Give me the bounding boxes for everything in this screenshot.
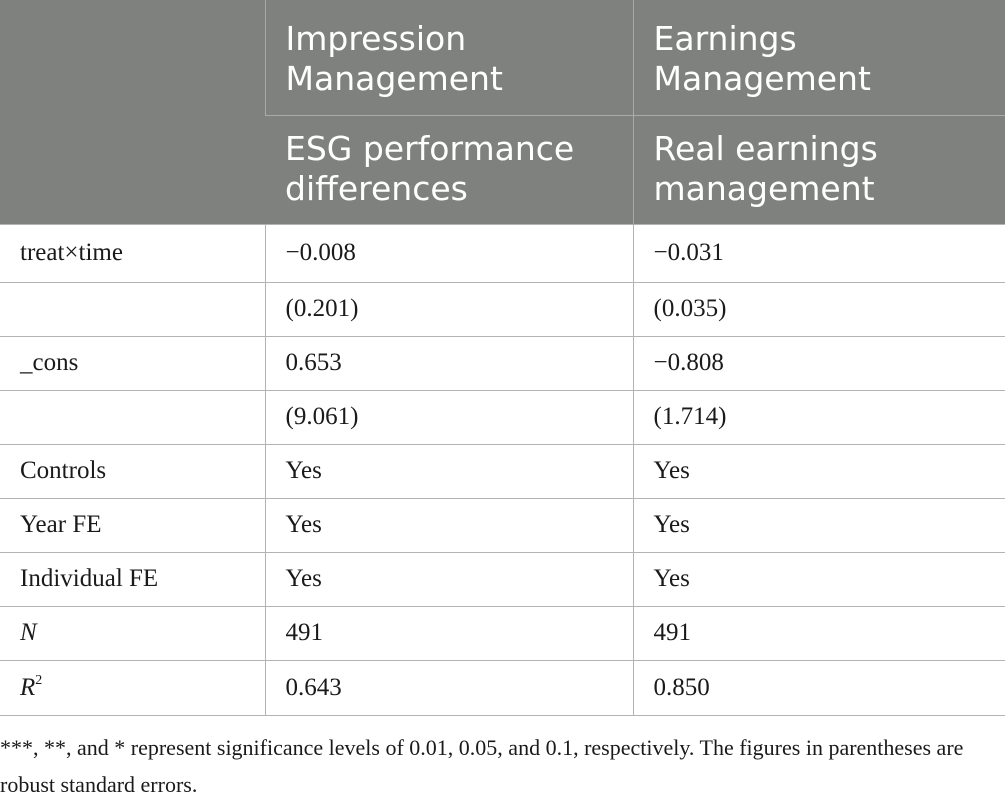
table-row: (0.201) (0.035)	[0, 281, 1005, 337]
cell-value: (0.201)	[264, 281, 634, 337]
table-footnote: ***, **, and * represent significance le…	[0, 735, 964, 797]
row-label	[0, 281, 266, 337]
header-corner-cell	[0, 0, 265, 224]
row-label: R2	[0, 659, 266, 716]
header-impression-management: Impression Management	[264, 0, 633, 115]
table-row: Controls Yes Yes	[0, 443, 1005, 499]
header-earnings-management: Earnings Management	[632, 0, 1005, 115]
table-row: R2 0.643 0.850	[0, 659, 1005, 716]
table-row: _cons 0.653 −0.808	[0, 335, 1005, 391]
table-row: N 491 491	[0, 605, 1005, 661]
table-row: treat×time −0.008 −0.031	[0, 223, 1005, 283]
cell-value: Yes	[264, 551, 634, 607]
cell-value: 0.653	[264, 335, 634, 391]
cell-value: Yes	[264, 443, 634, 499]
cell-value: 491	[264, 605, 634, 661]
row-label: treat×time	[0, 223, 266, 283]
results-table: Impression Management Earnings Managemen…	[0, 0, 1005, 716]
cell-value: 491	[632, 605, 1005, 661]
row-label: Year FE	[0, 497, 266, 553]
cell-value: −0.808	[632, 335, 1005, 391]
r-squared-exponent: 2	[35, 672, 43, 688]
cell-value: Yes	[632, 551, 1005, 607]
header-esg-performance-differences: ESG performance differences	[265, 114, 633, 224]
cell-value: (1.714)	[632, 389, 1005, 445]
cell-value: 0.850	[632, 659, 1005, 716]
row-label: N	[0, 605, 266, 661]
table-body: treat×time −0.008 −0.031 (0.201) (0.035)…	[0, 223, 1005, 716]
cell-value: (0.035)	[632, 281, 1005, 337]
table-header: Impression Management Earnings Managemen…	[0, 0, 1005, 224]
cell-value: −0.008	[264, 223, 634, 283]
row-label	[0, 389, 266, 445]
table-row: (9.061) (1.714)	[0, 389, 1005, 445]
cell-value: Yes	[264, 497, 634, 553]
table-row: Individual FE Yes Yes	[0, 551, 1005, 607]
cell-value: −0.031	[632, 223, 1005, 283]
r-squared-symbol: R	[20, 673, 36, 701]
table-row: Year FE Yes Yes	[0, 497, 1005, 553]
header-row-variables: ESG performance differences Real earning…	[0, 114, 1005, 224]
cell-value: Yes	[632, 497, 1005, 553]
row-label: Individual FE	[0, 551, 266, 607]
cell-value: Yes	[632, 443, 1005, 499]
header-row-groups: Impression Management Earnings Managemen…	[0, 0, 1005, 224]
row-label: Controls	[0, 443, 266, 499]
row-label: _cons	[0, 335, 266, 391]
cell-value: 0.643	[264, 659, 634, 716]
cell-value: (9.061)	[264, 389, 634, 445]
header-real-earnings-management: Real earnings management	[632, 114, 1005, 224]
